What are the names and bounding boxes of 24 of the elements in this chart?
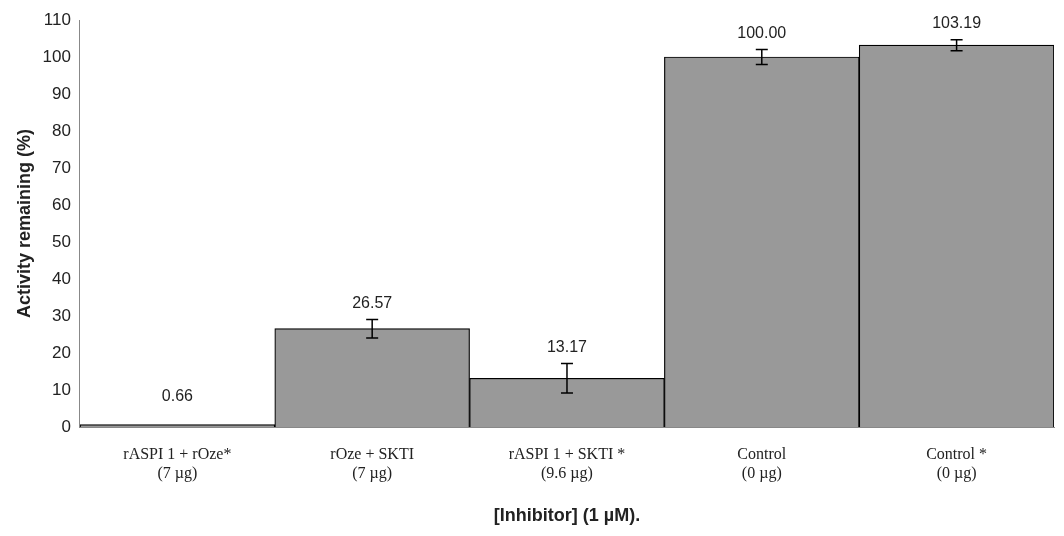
y-tick-label: 90 — [52, 83, 71, 103]
y-tick-label: 60 — [52, 194, 71, 214]
data-label: 100.00 — [737, 24, 787, 42]
y-tick-label: 30 — [52, 305, 71, 325]
y-tick-label: 70 — [52, 157, 71, 177]
x-tick-label: rOze + SKTI (7 µg) — [330, 444, 415, 482]
y-tick-label: 110 — [43, 9, 71, 29]
x-tick-label: rASPI 1 + rOze* (7 µg) — [123, 444, 232, 482]
y-tick-label: 20 — [52, 342, 71, 362]
data-label: 0.66 — [161, 386, 194, 404]
y-tick-label: 40 — [52, 268, 71, 288]
data-label: 103.19 — [932, 14, 982, 32]
data-label: 13.17 — [546, 337, 588, 355]
y-tick-label: 100 — [42, 46, 71, 66]
x-tick-label: Control * (0 µg) — [926, 444, 988, 482]
y-tick-label: 50 — [52, 231, 71, 251]
y-tick-label: 0 — [61, 416, 71, 436]
data-label: 26.57 — [352, 293, 393, 311]
x-tick-label: rASPI 1 + SKTI * (9.6 µg) — [508, 444, 626, 482]
x-tick-label: Control (0 µg) — [737, 444, 787, 482]
x-axis-title: [Inhibitor] (1 µM). — [493, 505, 641, 526]
y-tick-label: 80 — [52, 120, 71, 140]
y-axis-title: Activity remaining (%) — [13, 128, 34, 319]
y-tick-label: 10 — [52, 379, 71, 399]
